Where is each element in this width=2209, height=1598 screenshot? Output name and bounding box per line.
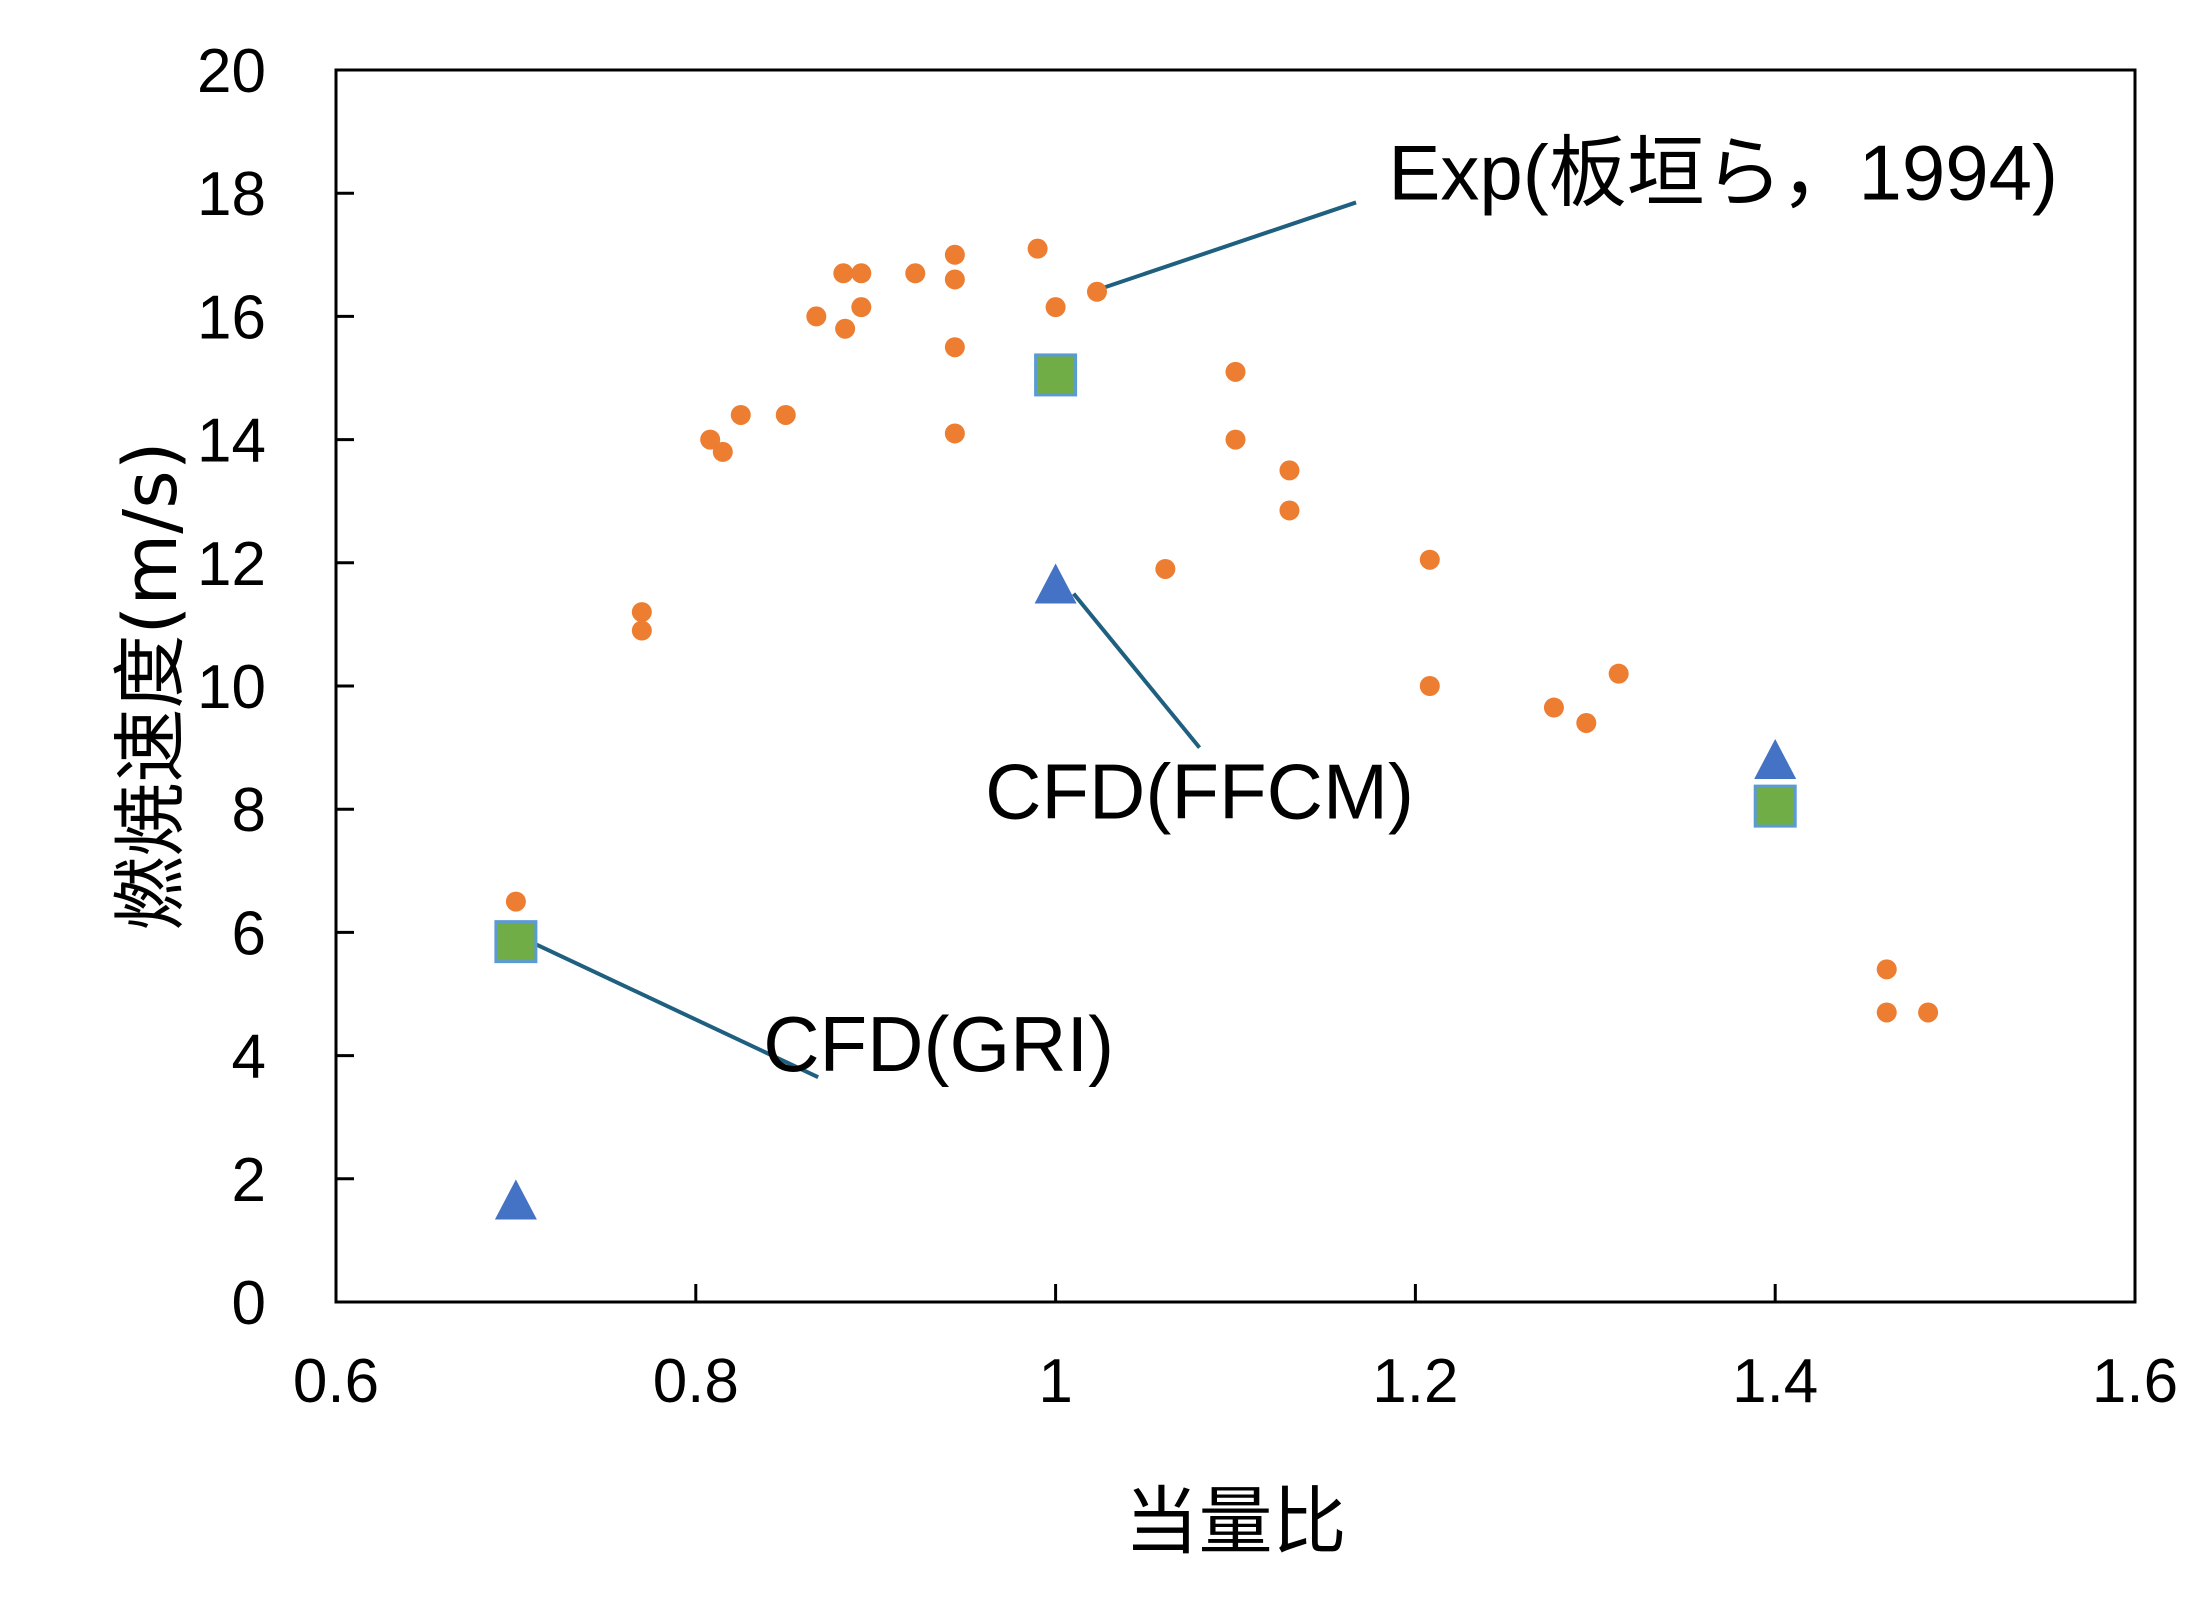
exp-data-point — [1419, 549, 1440, 570]
exp-data-point — [833, 263, 854, 284]
exp-data-point — [851, 263, 872, 284]
cfd-ffcm-point — [494, 1179, 537, 1220]
y-tick-label: 0 — [232, 1269, 266, 1338]
cfd-gri-point — [1753, 784, 1797, 828]
exp-data-point — [730, 404, 751, 425]
x-tick-label: 0.6 — [293, 1347, 379, 1416]
y-tick-label: 2 — [232, 1146, 266, 1215]
cfd-gri-point — [1034, 353, 1078, 397]
exp-data-point — [775, 404, 796, 425]
exp-data-point — [1225, 361, 1246, 382]
exp-data-point — [505, 891, 526, 912]
cfd-gri-point — [494, 920, 538, 964]
exp-data-point — [1543, 697, 1564, 718]
x-tick-label: 0.8 — [653, 1347, 739, 1416]
y-tick-label: 12 — [197, 530, 266, 599]
y-tick-label: 18 — [197, 160, 266, 229]
annotation-label: Exp(板垣ら，1994) — [1388, 128, 2058, 216]
y-tick-label: 4 — [232, 1023, 266, 1092]
y-tick-label: 6 — [232, 899, 266, 968]
y-tick-label: 8 — [232, 776, 266, 845]
y-axis-ticks: 0 2 4 6 8 10 12 14 16 18 20 — [197, 37, 354, 1338]
y-tick-label: 10 — [197, 653, 266, 722]
exp-data-point — [806, 306, 827, 327]
exp-data-point — [1576, 712, 1597, 733]
annotation-leader-lines — [529, 200, 1357, 1079]
exp-data-point — [1155, 558, 1176, 579]
exp-data-point — [712, 441, 733, 462]
plot-area-frame — [334, 68, 2137, 1304]
annotation-leader-line — [1090, 200, 1357, 294]
annotation-leader-line — [529, 939, 819, 1079]
exp-data-point — [851, 297, 872, 318]
y-tick-label: 16 — [197, 283, 266, 352]
annotation-leader-line — [1072, 592, 1202, 749]
annotation-label: CFD(GRI) — [763, 1000, 1114, 1088]
exp-data-point — [1086, 281, 1107, 302]
exp-data-point — [631, 620, 652, 641]
exp-data-point — [1027, 238, 1048, 259]
annotation-label: CFD(FFCM) — [985, 747, 1414, 835]
x-axis-title: 当量比 — [1125, 1479, 1347, 1565]
cfd-ffcm-point — [1754, 739, 1797, 779]
exp-data-point — [1876, 959, 1897, 980]
x-axis-ticks: 0.6 0.8 1 1.2 1.4 1.6 — [293, 1284, 2178, 1416]
exp-data-point — [944, 337, 965, 358]
x-tick-label: 1 — [1038, 1347, 1072, 1416]
cfd-ffcm-point — [1034, 563, 1077, 604]
exp-data-point — [944, 423, 965, 444]
exp-data-point — [1045, 297, 1066, 318]
exp-data-point — [905, 263, 926, 284]
exp-data-point — [944, 244, 965, 265]
exp-data-point — [1608, 663, 1629, 684]
exp-data-point — [944, 269, 965, 290]
y-tick-label: 20 — [197, 37, 266, 106]
exp-data-point — [700, 429, 721, 450]
exp-data-point — [1918, 1002, 1939, 1023]
annotation-labels: Exp(板垣ら，1994) CFD(FFCM) CFD(GRI) — [763, 128, 2058, 1088]
exp-data-point — [1279, 460, 1300, 481]
x-tick-label: 1.4 — [1732, 1347, 1818, 1416]
x-tick-label: 1.2 — [1372, 1347, 1458, 1416]
exp-data-point — [1419, 676, 1440, 696]
exp-data-point — [1225, 429, 1246, 450]
data-markers — [494, 238, 1939, 1220]
y-axis-title: 燃焼速度(m/s) — [108, 441, 194, 930]
y-tick-label: 14 — [197, 407, 266, 476]
exp-data-point — [835, 318, 856, 339]
exp-data-point — [1279, 500, 1300, 521]
x-tick-label: 1.6 — [2092, 1347, 2178, 1416]
exp-data-point — [1876, 1002, 1897, 1023]
exp-data-point — [631, 602, 652, 623]
